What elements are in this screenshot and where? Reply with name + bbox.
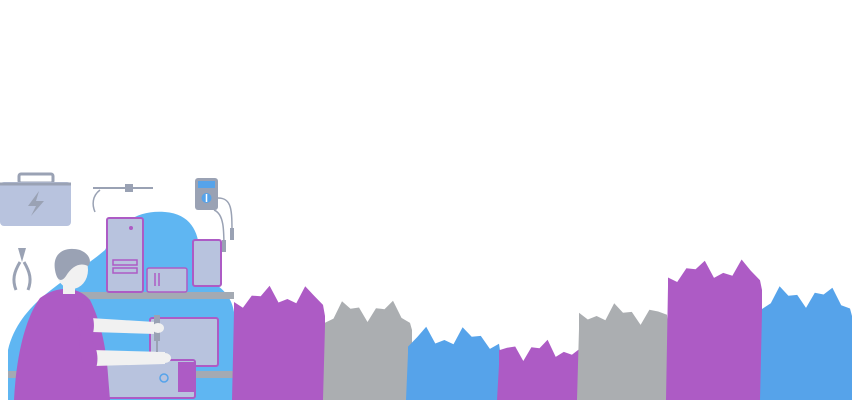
lightning-bolt-icon (28, 191, 44, 216)
small-device-icon (146, 267, 188, 293)
computer-tower-icon (106, 217, 144, 293)
brush-stroke-purple (497, 339, 582, 400)
brush-stroke-purple (232, 285, 325, 400)
multimeter-icon (195, 178, 234, 252)
brush-stroke-gray (577, 303, 669, 400)
soldering-iron-icon (92, 184, 153, 213)
brush-stroke-blue (760, 286, 852, 400)
brush-stroke-purple (666, 259, 762, 400)
monitor-icon (192, 239, 222, 287)
brush-stroke-blue (406, 326, 501, 400)
upper-shelf (72, 292, 234, 299)
pliers-icon (12, 248, 32, 291)
brush-stroke-gray (323, 300, 412, 400)
technician-figure (14, 248, 171, 400)
toolbox-icon (0, 172, 71, 226)
